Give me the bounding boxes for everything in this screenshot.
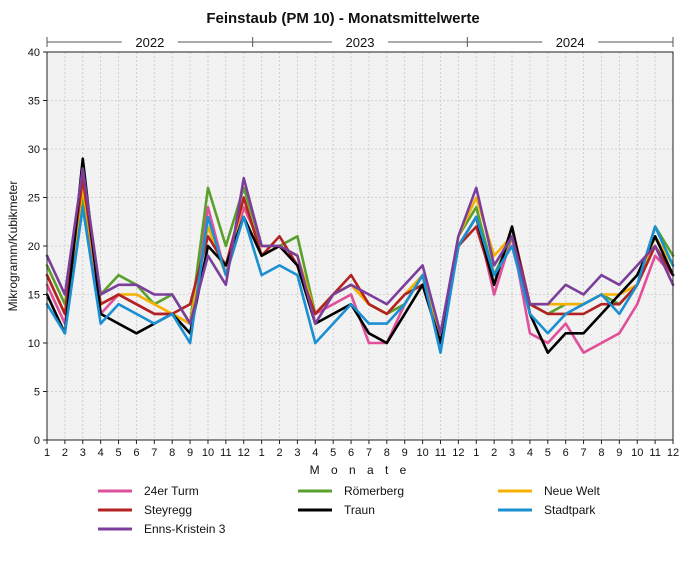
y-tick-label: 20 xyxy=(28,241,40,253)
y-tick-label: 25 xyxy=(28,193,40,205)
series-line-stadtpark xyxy=(45,205,675,355)
x-tick-label: 7 xyxy=(366,447,372,459)
x-tick-label: 7 xyxy=(581,447,587,459)
x-tick-label: 1 xyxy=(473,447,479,459)
y-tick-label: 30 xyxy=(28,144,40,156)
y-axis-label: Mikrogramm/Kubikmeter xyxy=(6,181,20,312)
x-tick-label: 12 xyxy=(667,447,679,459)
series-line-enns-kristein-3 xyxy=(45,167,675,335)
x-tick-label: 8 xyxy=(598,447,604,459)
legend-item: Neue Welt xyxy=(498,484,600,498)
x-tick-label: 9 xyxy=(187,447,193,459)
x-tick-label: 5 xyxy=(545,447,551,459)
x-tick-label: 6 xyxy=(563,447,569,459)
y-tick-label: 15 xyxy=(28,290,40,302)
x-tick-label: 1 xyxy=(259,447,265,459)
legend-item: 24er Turm xyxy=(98,484,199,498)
x-tick-label: 2 xyxy=(62,447,68,459)
x-tick-label: 8 xyxy=(384,447,390,459)
x-tick-label: 3 xyxy=(80,447,86,459)
legend-item: Steyregg xyxy=(98,503,192,517)
x-tick-label: 11 xyxy=(435,447,446,459)
x-tick-label: 4 xyxy=(527,447,533,459)
legend-label: Römerberg xyxy=(344,484,404,498)
legend-label: 24er Turm xyxy=(144,484,199,498)
x-tick-label: 9 xyxy=(616,447,622,459)
year-label: 2022 xyxy=(135,35,164,50)
series-line-traun xyxy=(45,157,675,355)
legend-item: Traun xyxy=(298,503,375,517)
y-tick-label: 35 xyxy=(28,96,40,108)
chart-title: Feinstaub (PM 10) - Monatsmittelwerte xyxy=(206,10,479,27)
x-tick-label: 4 xyxy=(312,447,318,459)
x-tick-label: 10 xyxy=(631,447,643,459)
y-tick-label: 0 xyxy=(34,435,40,447)
legend-item: Stadtpark xyxy=(498,503,596,517)
x-tick-label: 11 xyxy=(649,447,660,459)
x-tick-label: 4 xyxy=(98,447,104,459)
x-axis: 1 2 3 4 5 6 7 8 9 10 11 12 1 2 3 4 5 6 7 8 9 10 11 12 1 2 3 4 5 6 7 8 9 1… xyxy=(44,440,679,459)
x-tick-label: 9 xyxy=(402,447,408,459)
x-tick-label: 11 xyxy=(220,447,231,459)
year-bracket: 2022 2023 2024 xyxy=(46,35,674,50)
x-tick-label: 3 xyxy=(509,447,515,459)
x-tick-label: 8 xyxy=(169,447,175,459)
x-axis-label: M o n a t e xyxy=(310,463,411,477)
legend-label: Stadtpark xyxy=(544,503,596,517)
x-tick-label: 10 xyxy=(416,447,428,459)
series-line-neue-welt xyxy=(45,186,675,345)
year-label: 2023 xyxy=(346,35,375,50)
x-tick-label: 6 xyxy=(348,447,354,459)
x-tick-label: 2 xyxy=(276,447,282,459)
legend-label: Enns-Kristein 3 xyxy=(144,522,226,536)
y-tick-label: 5 xyxy=(34,387,40,399)
x-tick-label: 10 xyxy=(202,447,214,459)
x-tick-label: 3 xyxy=(294,447,300,459)
legend-item: Römerberg xyxy=(298,484,404,498)
year-label: 2024 xyxy=(556,35,585,50)
x-tick-label: 5 xyxy=(115,447,121,459)
x-tick-label: 12 xyxy=(452,447,464,459)
x-tick-label: 1 xyxy=(44,447,50,459)
legend-label: Steyregg xyxy=(144,503,192,517)
y-axis: 0 5 10 15 20 25 30 35 40 xyxy=(28,47,47,447)
series-lines xyxy=(45,157,675,355)
legend: 24er Turm Römerberg Neue Welt Steyregg Traun… xyxy=(98,484,600,536)
x-tick-label: 5 xyxy=(330,447,336,459)
x-tick-label: 12 xyxy=(238,447,250,459)
legend-item: Enns-Kristein 3 xyxy=(98,522,226,536)
y-tick-label: 40 xyxy=(28,47,40,59)
legend-label: Neue Welt xyxy=(544,484,600,498)
x-tick-label: 6 xyxy=(133,447,139,459)
x-tick-label: 2 xyxy=(491,447,497,459)
y-tick-label: 10 xyxy=(28,338,40,350)
legend-label: Traun xyxy=(344,503,375,517)
gridlines xyxy=(46,51,674,441)
x-tick-label: 7 xyxy=(151,447,157,459)
